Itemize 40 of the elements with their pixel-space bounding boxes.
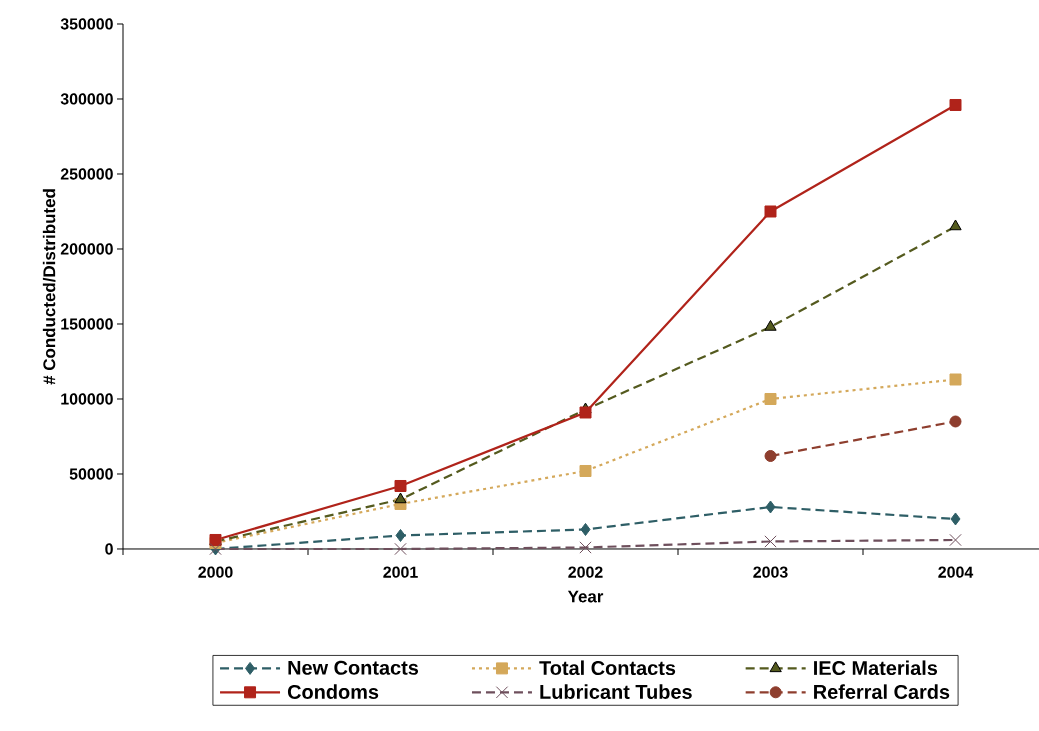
point: [949, 219, 962, 231]
y-tick-label: 100000: [61, 393, 113, 405]
x-tick-label: 2003: [753, 566, 788, 578]
y-tick-label: 50000: [69, 468, 113, 480]
legend-label: IEC Materials: [814, 660, 938, 676]
y-axis-title: # Conducted/Distributed: [42, 189, 56, 385]
legend-label: Condoms: [287, 684, 379, 699]
x-tick-label: 2001: [383, 566, 418, 578]
y-tick-label: 250000: [60, 168, 113, 180]
point: [949, 98, 962, 111]
point: [394, 542, 407, 556]
point: [395, 528, 406, 542]
legend-label: New Contacts: [288, 660, 419, 675]
point: [950, 512, 961, 526]
legend-label: Referral Cards: [814, 684, 950, 699]
x-tick-label: 2002: [568, 566, 603, 578]
point: [764, 449, 777, 462]
point: [764, 205, 777, 218]
point: [765, 500, 776, 514]
point: [764, 535, 777, 548]
point: [949, 373, 962, 386]
x-axis-title: Year: [567, 590, 604, 603]
y-tick-label: 0: [105, 543, 113, 555]
y-tick-label: 300000: [60, 93, 113, 105]
point: [949, 415, 962, 428]
y-tick-label: 350000: [60, 18, 113, 30]
y-tick-label: 200000: [60, 243, 113, 255]
point: [764, 319, 777, 331]
x-tick-label: 2004: [938, 566, 974, 578]
point: [579, 464, 592, 477]
point: [394, 479, 407, 492]
legend-label: Total Contacts: [539, 660, 676, 676]
legend-label: Lubricant Tubes: [540, 684, 692, 699]
y-tick-label: 150000: [61, 318, 113, 330]
point: [949, 533, 962, 547]
x-tick-label: 2000: [198, 566, 233, 578]
point: [579, 406, 592, 419]
point: [580, 522, 591, 536]
point: [394, 492, 407, 504]
point: [764, 392, 777, 405]
